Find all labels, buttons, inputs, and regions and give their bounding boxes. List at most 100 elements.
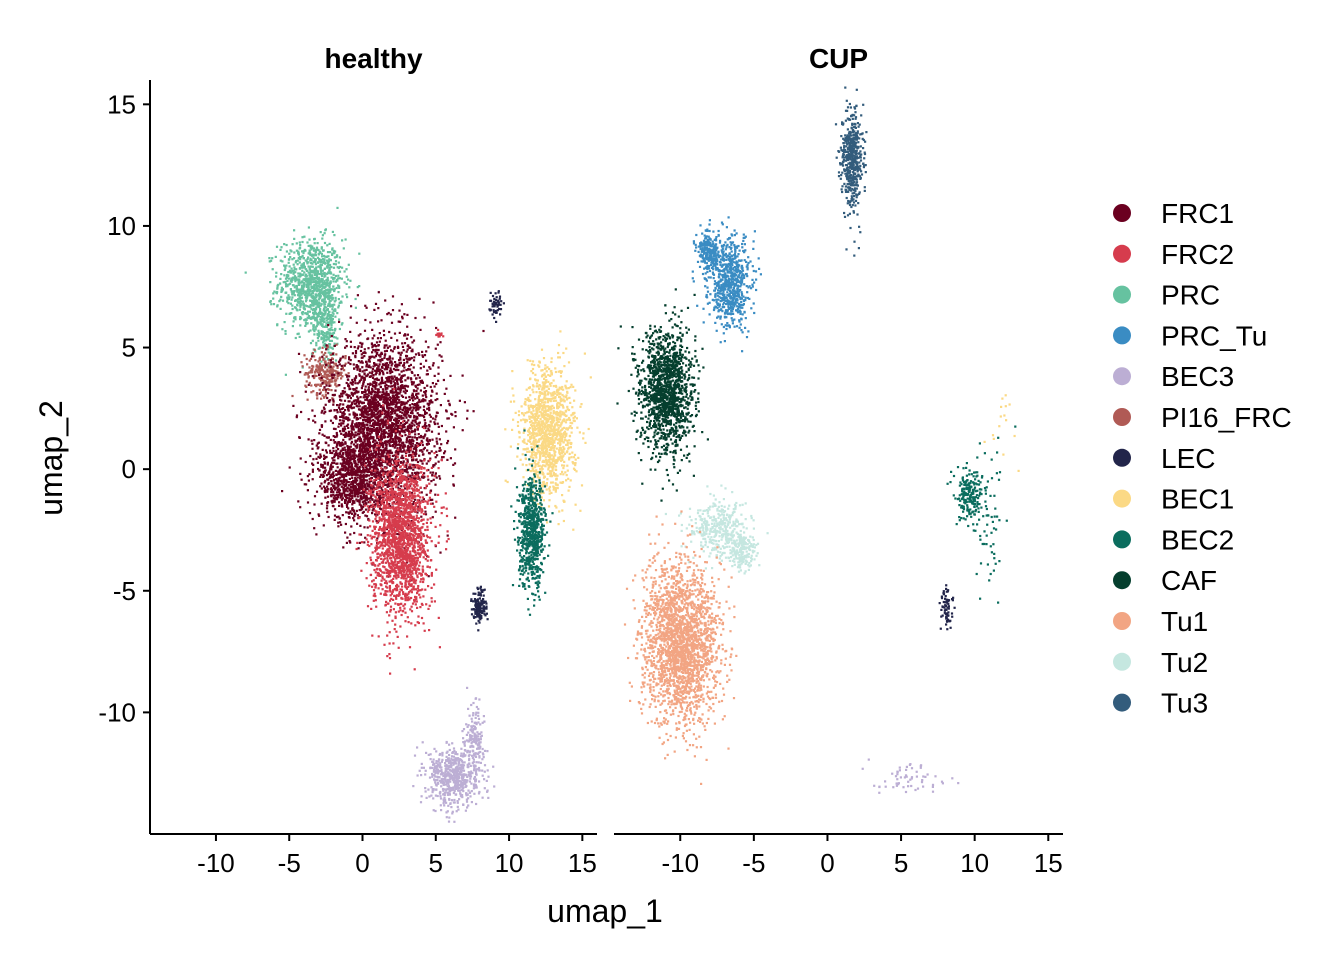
- point-prc: [325, 334, 328, 337]
- point-frc1: [358, 503, 361, 506]
- point-frc1: [374, 423, 377, 426]
- point-prc: [347, 278, 350, 281]
- point-frc1: [416, 511, 419, 514]
- point-frc1: [324, 410, 327, 413]
- point-frc1: [417, 433, 420, 436]
- point-frc1: [362, 351, 365, 355]
- point-frc1: [396, 391, 399, 394]
- point-prc: [326, 288, 329, 291]
- point-frc1: [403, 403, 406, 406]
- point-pi16_frc: [307, 376, 310, 379]
- point-frc1: [354, 512, 357, 515]
- point-frc1: [370, 372, 374, 375]
- point-frc1: [288, 466, 291, 469]
- point-prc: [315, 317, 318, 320]
- point-frc1: [338, 384, 341, 387]
- point-frc1: [404, 396, 408, 399]
- point-prc: [298, 267, 301, 270]
- point-frc1: [408, 398, 411, 401]
- point-prc: [299, 303, 302, 306]
- point-prc: [330, 323, 333, 326]
- point-prc: [306, 322, 309, 325]
- point-prc: [322, 339, 325, 342]
- point-frc1: [351, 496, 354, 499]
- point-frc1: [377, 359, 380, 362]
- point-prc: [326, 266, 329, 269]
- point-pi16_frc: [318, 367, 322, 370]
- point-frc1: [414, 498, 417, 501]
- point-prc: [313, 242, 316, 245]
- point-prc: [316, 315, 319, 318]
- point-frc1: [333, 344, 336, 347]
- point-frc1: [434, 415, 438, 418]
- point-frc1: [397, 351, 400, 354]
- point-prc: [290, 271, 293, 274]
- point-prc: [320, 270, 323, 274]
- point-frc1: [317, 441, 320, 444]
- point-prc: [305, 283, 308, 286]
- point-prc: [333, 329, 337, 332]
- point-frc1: [330, 491, 333, 494]
- point-frc1: [454, 516, 457, 519]
- point-prc: [321, 258, 324, 261]
- point-frc1: [404, 434, 407, 437]
- point-frc1: [353, 455, 356, 458]
- point-frc1: [412, 458, 415, 461]
- point-frc1: [375, 434, 378, 437]
- point-frc1: [393, 385, 397, 388]
- point-frc1: [307, 438, 310, 441]
- point-frc1: [383, 356, 386, 360]
- point-frc1: [376, 390, 379, 393]
- point-frc1: [374, 454, 378, 457]
- point-frc1: [405, 350, 408, 353]
- point-frc1: [402, 460, 405, 463]
- point-frc1: [324, 466, 327, 469]
- point-prc: [331, 248, 334, 251]
- point-prc: [275, 245, 279, 248]
- point-frc1: [426, 443, 429, 446]
- point-prc: [315, 285, 318, 289]
- point-pi16_frc: [315, 392, 319, 395]
- point-frc1: [333, 461, 336, 465]
- point-frc1: [324, 496, 327, 499]
- point-frc1: [367, 453, 370, 457]
- point-frc1: [412, 502, 415, 505]
- point-prc: [333, 303, 336, 306]
- point-prc: [318, 258, 321, 261]
- point-prc: [334, 250, 337, 253]
- point-frc1: [375, 520, 378, 523]
- point-prc: [320, 261, 323, 264]
- point-frc1: [378, 363, 381, 366]
- point-frc1: [335, 409, 339, 412]
- point-frc1: [362, 419, 365, 422]
- point-frc1: [391, 391, 394, 394]
- point-prc: [322, 341, 325, 344]
- point-prc: [319, 291, 322, 294]
- point-frc1: [333, 373, 336, 377]
- point-frc1: [449, 457, 452, 460]
- point-prc: [328, 310, 331, 314]
- point-frc1: [368, 460, 371, 463]
- point-prc: [322, 337, 325, 340]
- point-frc1: [355, 389, 358, 392]
- point-frc1: [385, 396, 388, 399]
- point-prc: [317, 284, 320, 287]
- point-frc1: [312, 458, 315, 461]
- point-frc1: [351, 476, 354, 479]
- point-frc1: [360, 431, 363, 434]
- point-prc: [281, 299, 285, 302]
- point-frc1: [423, 354, 427, 357]
- point-pi16_frc: [308, 366, 311, 369]
- point-frc1: [337, 521, 340, 524]
- point-frc1: [435, 392, 438, 395]
- point-frc1: [399, 353, 402, 356]
- point-prc: [277, 283, 280, 286]
- point-prc: [309, 262, 313, 265]
- point-frc1: [375, 363, 378, 366]
- point-frc1: [353, 492, 357, 496]
- point-prc: [332, 285, 335, 288]
- point-pi16_frc: [320, 365, 323, 368]
- point-prc: [317, 315, 320, 318]
- point-frc1: [446, 439, 450, 443]
- point-frc1: [388, 442, 391, 445]
